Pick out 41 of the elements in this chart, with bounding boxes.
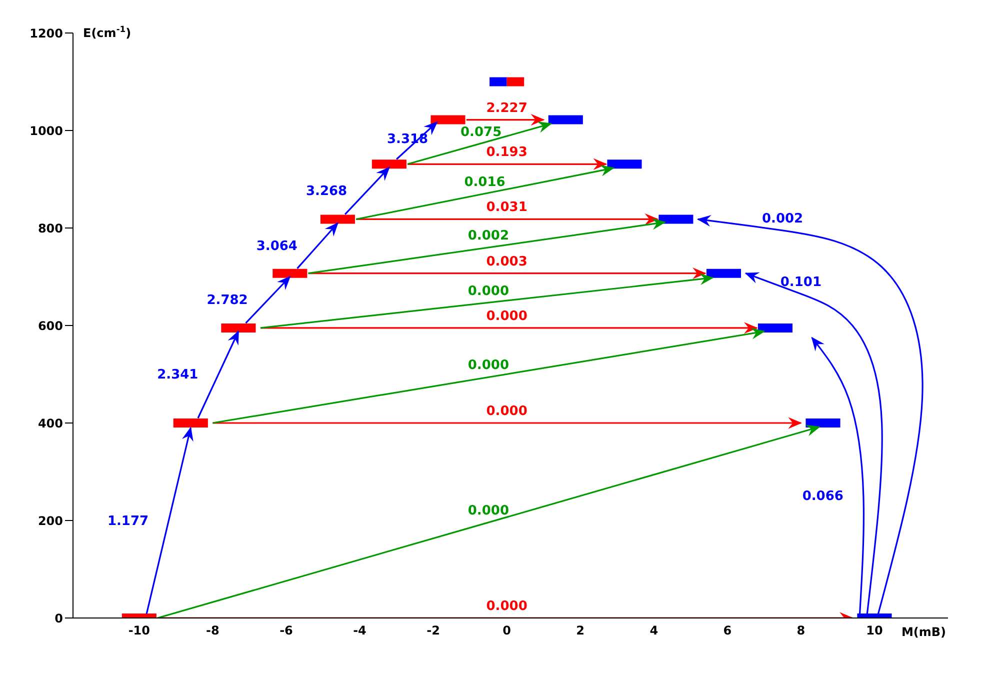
- y-tick-label: 1000: [30, 124, 63, 138]
- x-tick-label: 2: [576, 624, 585, 638]
- y-tick-label: 800: [38, 221, 63, 236]
- annotation: 0.101: [780, 274, 822, 290]
- annotation: 0.000: [486, 404, 528, 419]
- annotation: 2.341: [157, 368, 198, 383]
- x-tick-label: -6: [280, 624, 293, 638]
- x-tick-label: 6: [723, 624, 732, 638]
- annotation: 0.075: [460, 125, 502, 140]
- y-tick-label: 600: [38, 318, 63, 333]
- annotation: 0.002: [468, 228, 510, 244]
- annotation: 0.002: [762, 211, 804, 226]
- annotation: 0.066: [802, 489, 844, 504]
- annotation: 0.003: [486, 254, 528, 270]
- x-tick-label: 4: [650, 624, 658, 638]
- annotation: 2.782: [206, 293, 248, 308]
- annotation: 3.268: [306, 184, 348, 199]
- annotation: 0.031: [486, 200, 528, 216]
- annotation: 1.177: [107, 514, 149, 529]
- y-tick-label: 1200: [30, 26, 63, 40]
- y-axis-title: E(cm$^{-1}$): [83, 24, 132, 40]
- annotation: 2.227: [486, 100, 528, 116]
- x-tick-label: -10: [128, 624, 150, 638]
- annotation: 0.000: [468, 503, 510, 518]
- y-tick-label: 200: [38, 514, 63, 528]
- annotation: 0.016: [464, 174, 506, 190]
- annotation: 3.064: [256, 239, 298, 254]
- annotation: 0.000: [486, 308, 528, 324]
- x-tick-label: -8: [206, 624, 220, 638]
- x-tick-label: 0: [502, 624, 512, 638]
- x-tick-label: -2: [426, 624, 440, 638]
- y-tick-label: 400: [38, 416, 63, 430]
- x-tick-label: 8: [796, 624, 806, 638]
- annotation: 0.000: [468, 358, 510, 374]
- annotation: 0.193: [486, 145, 528, 160]
- x-tick-label: 10: [866, 624, 883, 638]
- x-tick-label: -4: [353, 624, 366, 638]
- annotation: 0.000: [468, 284, 510, 300]
- y-tick-label: 0: [54, 611, 63, 626]
- annotation: 0.000: [486, 599, 528, 614]
- x-axis-title: M(mB): [901, 625, 946, 639]
